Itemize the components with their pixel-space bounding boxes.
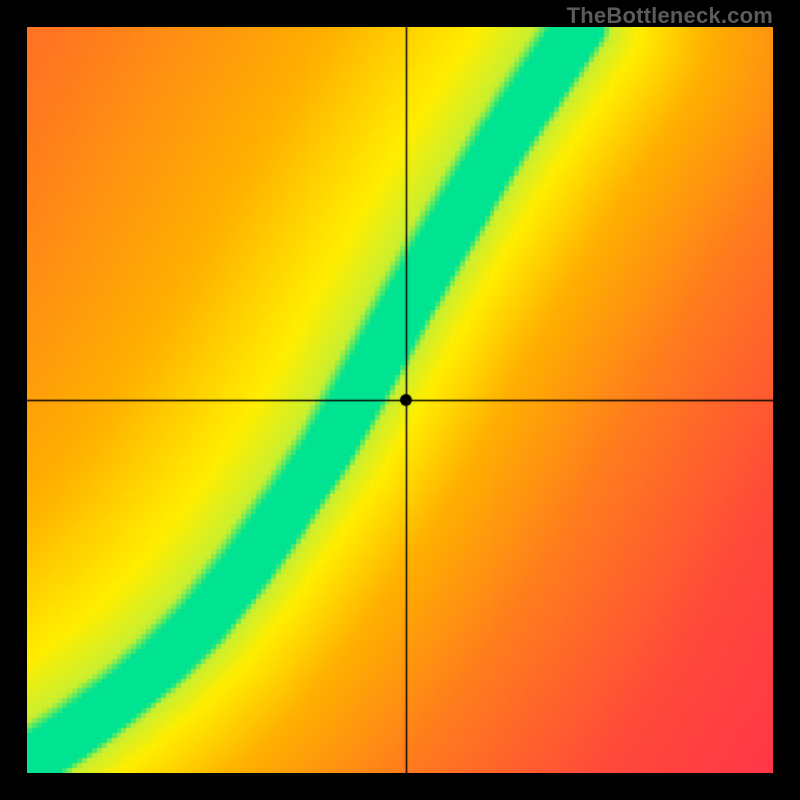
watermark-text: TheBottleneck.com	[567, 3, 773, 29]
bottleneck-heatmap	[27, 27, 773, 773]
chart-frame: TheBottleneck.com	[0, 0, 800, 800]
